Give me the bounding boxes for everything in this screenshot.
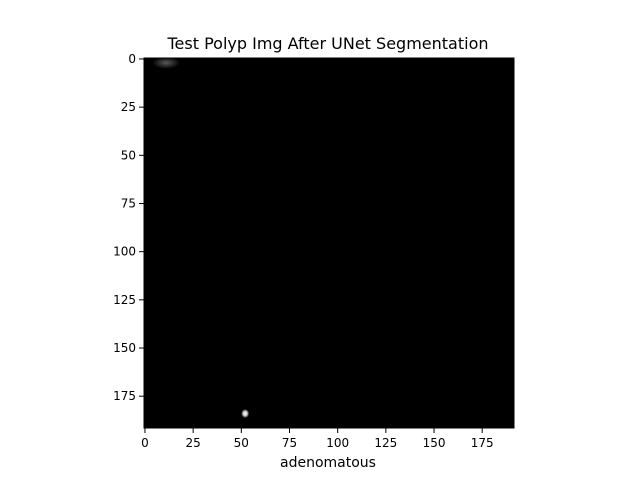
y-axis-ticks: 0 25 50 75 100 125 150 175 (113, 52, 144, 403)
x-tick-label: 75 (282, 436, 297, 450)
bright-pixel-region (241, 409, 250, 419)
x-tick-label: 25 (186, 436, 201, 450)
x-tick-label: 150 (423, 436, 446, 450)
x-tick-label: 100 (326, 436, 349, 450)
y-tick-label: 50 (121, 148, 136, 162)
x-tick-label: 0 (141, 436, 149, 450)
y-tick-label: 75 (121, 196, 136, 210)
x-tick-label: 50 (234, 436, 249, 450)
y-tick-label: 175 (113, 389, 136, 403)
chart-title: Test Polyp Img After UNet Segmentation (166, 34, 488, 53)
segmentation-image (144, 58, 514, 428)
x-tick-label: 175 (471, 436, 494, 450)
y-tick-label: 0 (128, 52, 136, 66)
y-tick-label: 100 (113, 245, 136, 259)
x-tick-label: 125 (374, 436, 397, 450)
x-axis-label: adenomatous (280, 455, 376, 471)
x-axis-ticks: 0 25 50 75 100 125 150 175 (141, 428, 494, 450)
plot-frame (143, 57, 515, 429)
y-tick-label: 150 (113, 341, 136, 355)
y-tick-label: 25 (121, 100, 136, 114)
bright-regions (152, 58, 250, 419)
y-tick-label: 125 (113, 293, 136, 307)
bright-pixel-region (152, 58, 181, 69)
